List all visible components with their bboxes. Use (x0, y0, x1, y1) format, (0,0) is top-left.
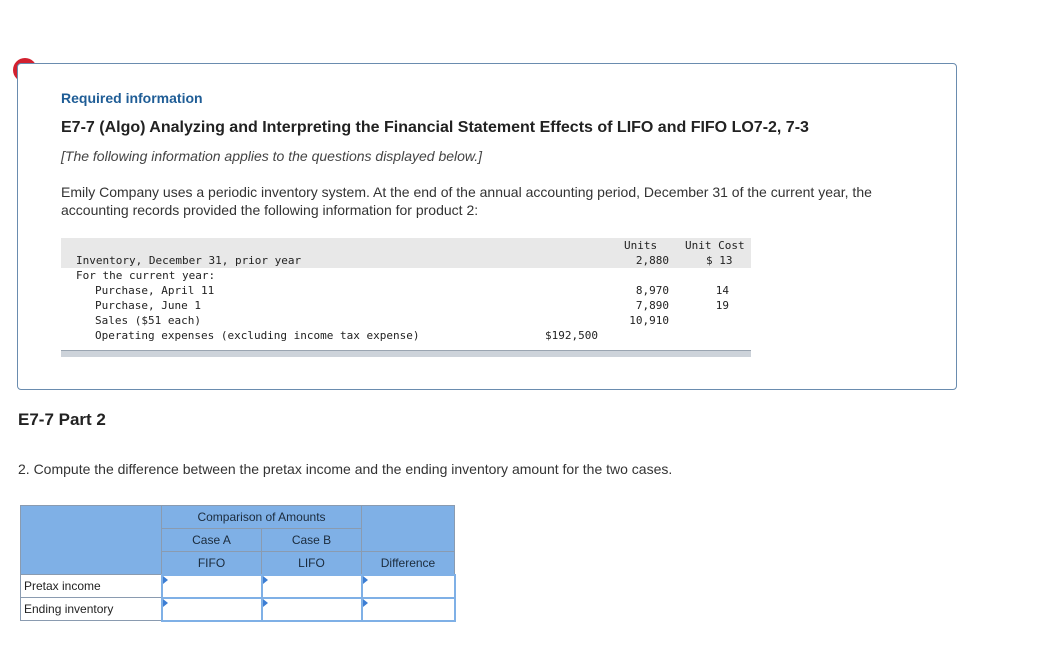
row-label: Sales ($51 each) (95, 314, 201, 327)
input-marker-icon (162, 598, 168, 607)
input-marker-icon (262, 598, 268, 607)
table-row: Operating expenses (excluding income tax… (61, 328, 751, 343)
comparison-of-amounts-header: Comparison of Amounts (161, 505, 362, 529)
pretax-income-lifo-input[interactable] (262, 575, 361, 597)
row-label: Purchase, April 11 (95, 284, 215, 297)
lifo-header: LIFO (261, 551, 362, 575)
unit-cost-value: 14 (715, 284, 729, 297)
part-title: E7-7 Part 2 (18, 410, 106, 429)
ending-inventory-difference-cell[interactable] (360, 596, 456, 622)
ending-inventory-lifo-input[interactable] (262, 598, 361, 620)
units-value: 10,910 (629, 314, 669, 327)
question-text: 2. Compute the difference between the pr… (18, 461, 673, 477)
ending-inventory-difference-input[interactable] (362, 598, 454, 620)
pretax-income-label: Pretax income (20, 574, 162, 598)
problem-description: Emily Company uses a periodic inventory … (61, 184, 872, 218)
table-row: Pretax income (20, 573, 456, 599)
units-value: 2,880 (635, 254, 669, 267)
units-value: 8,970 (635, 284, 669, 297)
fifo-header: FIFO (161, 551, 262, 575)
amount-value: $192,500 (545, 329, 598, 342)
row-label: Purchase, June 1 (95, 299, 201, 312)
table-row: Purchase, April 11 8,970 14 (61, 283, 751, 298)
required-information-heading: Required information (61, 90, 203, 106)
header-blank-cell (361, 505, 455, 552)
pretax-income-difference-input[interactable] (362, 575, 454, 597)
row-label: Operating expenses (excluding income tax… (95, 329, 420, 342)
input-marker-icon (362, 575, 368, 584)
ending-inventory-label: Ending inventory (20, 597, 162, 621)
instruction-note: [The following information applies to th… (61, 148, 483, 164)
row-label: Inventory, December 31, prior year (76, 254, 302, 267)
table-row: Inventory, December 31, prior year 2,880… (61, 253, 751, 268)
required-information-panel: Required information E7-7 (Algo) Analyzi… (17, 63, 957, 390)
problem-title: E7-7 (Algo) Analyzing and Interpreting t… (61, 119, 809, 136)
ending-inventory-lifo-cell[interactable] (260, 596, 363, 622)
pretax-income-fifo-cell[interactable] (160, 573, 263, 599)
ending-inventory-fifo-input[interactable] (162, 598, 261, 620)
pretax-income-difference-cell[interactable] (360, 573, 456, 599)
units-value: 7,890 (635, 299, 669, 312)
comparison-table: Comparison of Amounts Case A Case B FIFO… (20, 505, 456, 622)
difference-header: Difference (361, 551, 455, 575)
table-bottom-bar (61, 350, 751, 357)
table-header-row: Units Unit Cost (61, 238, 751, 253)
table-row: Sales ($51 each) 10,910 (61, 313, 751, 328)
input-marker-icon (162, 575, 168, 584)
inventory-data-table: Units Unit Cost Inventory, December 31, … (61, 238, 751, 358)
ending-inventory-fifo-cell[interactable] (160, 596, 263, 622)
input-marker-icon (362, 598, 368, 607)
table-row: For the current year: (61, 268, 751, 283)
table-row: Purchase, June 1 7,890 19 (61, 298, 751, 313)
unit-cost-value: $ 13 (706, 254, 733, 267)
table-row: Ending inventory (20, 596, 456, 622)
units-header: Units (624, 239, 658, 252)
pretax-income-fifo-input[interactable] (162, 575, 261, 597)
header-blank-cell (20, 505, 162, 575)
pretax-income-lifo-cell[interactable] (260, 573, 363, 599)
case-a-header: Case A (161, 528, 262, 552)
unit-cost-value: 19 (715, 299, 729, 312)
case-b-header: Case B (261, 528, 362, 552)
unit-cost-header: Unit Cost (685, 239, 745, 252)
input-marker-icon (262, 575, 268, 584)
row-label: For the current year: (76, 269, 216, 282)
